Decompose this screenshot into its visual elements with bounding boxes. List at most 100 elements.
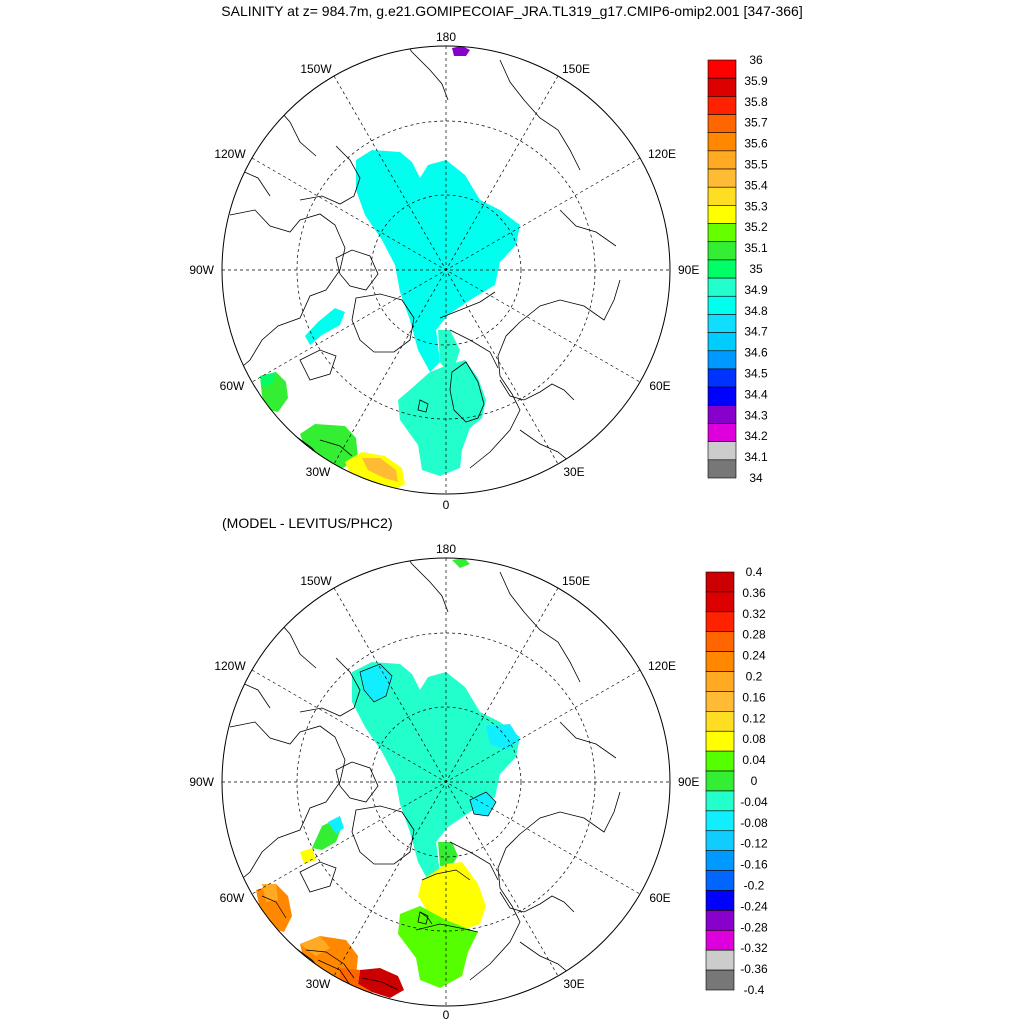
top-colorbar-swatch [707, 77, 737, 97]
top-colorbar-swatch [707, 259, 737, 279]
bottom-label-60w: 60W [220, 891, 245, 905]
top-colorbar-swatch [707, 186, 737, 206]
bottom-label-90e: 90E [678, 775, 699, 789]
top-label-30w: 30W [306, 465, 331, 479]
bottom-atlantic-red [358, 968, 404, 998]
bottom-colorbar-swatch [705, 949, 735, 971]
top-colorbar-swatch [707, 277, 737, 297]
bottom-bering-green [452, 558, 470, 568]
bottom-colorbar-tick-label: -0.12 [740, 837, 768, 851]
bottom-colorbar-swatch [705, 929, 735, 951]
top-graticule [222, 46, 670, 494]
top-colorbar-tick-label: 34 [749, 471, 763, 485]
top-colorbar-swatch [707, 96, 737, 115]
bottom-colorbar-tick-label: 0.32 [742, 607, 766, 621]
top-colorbar-tick-label: 34.4 [744, 387, 768, 401]
bottom-colorbar-tick-label: -0.28 [740, 920, 768, 934]
bottom-label-30w: 30W [306, 977, 331, 991]
bottom-label-60e: 60E [649, 891, 670, 905]
bottom-colorbar-tick-label: -0.2 [744, 879, 765, 893]
bottom-label-30e: 30E [563, 977, 584, 991]
top-colorbar-tick-label: 35 [749, 262, 763, 276]
bottom-colorbar-tick-label: -0.04 [740, 795, 768, 809]
bottom-label-90w: 90W [189, 775, 214, 789]
top-colorbar: 36 35.9 35.8 35.7 35.6 35.5 35.4 35.3 35.2 35.1 35… [707, 53, 768, 485]
top-colorbar-tick-label: 35.3 [744, 199, 768, 213]
bottom-colorbar-swatch [705, 671, 735, 692]
top-colorbar-swatch [707, 132, 737, 152]
top-colorbar-tick-label: 34.6 [744, 346, 768, 360]
bottom-colorbar: 0.4 0.36 0.32 0.28 0.24 0.2 0.16 0.12 0.08 0.04 0 -… [705, 565, 768, 997]
bottom-colorbar-swatch [705, 691, 735, 712]
bottom-arctic-cyan-patch-2 [469, 791, 497, 817]
bottom-colorbar-swatch [705, 631, 735, 652]
bottom-colorbar-tick-label: 0.28 [742, 628, 766, 642]
bottom-colorbar-tick-label: -0.32 [740, 941, 768, 955]
top-colorbar-swatch [707, 441, 737, 461]
bottom-coastlines [229, 558, 621, 1006]
top-polar-map: 180 0 90W 90E 150W 120W 150E 120E 60W 30… [189, 30, 699, 512]
top-colorbar-tick-label: 35.8 [744, 95, 768, 109]
bottom-colorbar-swatch [705, 910, 735, 931]
bottom-graticule [222, 558, 670, 1006]
bottom-colorbar-tick-label: -0.4 [744, 983, 765, 997]
top-north-atlantic-green [300, 424, 358, 470]
top-label-90e: 90E [678, 263, 699, 277]
bottom-label-120w: 120W [214, 659, 246, 673]
bottom-colorbar-tick-label: -0.16 [740, 858, 768, 872]
top-label-90w: 90W [189, 263, 214, 277]
top-colorbar-swatch [707, 423, 737, 442]
top-colorbar-swatch [707, 114, 737, 133]
top-arctic-basin-field [356, 150, 520, 372]
bottom-colorbar-swatch [705, 890, 735, 911]
top-label-30e: 30E [563, 465, 584, 479]
bottom-colorbar-tick-label: 0.08 [742, 732, 766, 746]
bottom-label-150w: 150W [300, 574, 332, 588]
top-colorbar-swatch [707, 314, 737, 333]
bottom-label-0: 0 [443, 1008, 450, 1022]
top-colorbar-tick-label: 34.3 [744, 408, 768, 422]
bottom-atlantic-light-orange [300, 936, 330, 956]
bottom-colorbar-swatch [705, 730, 735, 752]
top-colorbar-tick-label: 35.6 [744, 137, 768, 151]
top-colorbar-tick-label: 35.1 [744, 241, 768, 255]
top-label-60w: 60W [220, 379, 245, 393]
bottom-baffin-yellow [300, 848, 316, 864]
top-colorbar-tick-label: 35.9 [744, 74, 768, 88]
bottom-colorbar-swatch [705, 750, 735, 772]
bottom-arctic-basin-field [352, 662, 520, 884]
bottom-colorbar-tick-label: 0.36 [742, 586, 766, 600]
top-north-atlantic-orange [362, 458, 398, 482]
bottom-colorbar-tick-label: 0.16 [742, 690, 766, 704]
top-colorbar-tick-label: 35.5 [744, 158, 768, 172]
bottom-nordic-green [398, 906, 478, 988]
top-colorbar-swatch [707, 223, 737, 243]
bottom-colorbar-tick-label: 0.2 [746, 670, 763, 684]
bottom-colorbar-swatch [705, 711, 735, 732]
top-colorbar-tick-label: 34.5 [744, 367, 768, 381]
top-label-60e: 60E [649, 379, 670, 393]
bottom-colorbar-swatch [705, 651, 735, 672]
bottom-colorbar-tick-label: 0.4 [746, 565, 763, 579]
bottom-colorbar-swatch [705, 790, 735, 812]
top-colorbar-tick-label: 34.2 [744, 429, 768, 443]
bottom-contour-lines [261, 869, 479, 991]
difference-subtitle: (MODEL - LEVITUS/PHC2) [222, 515, 393, 531]
top-longitude-labels: 180 0 90W 90E 150W 120W 150E 120E 60W 30… [189, 30, 699, 512]
bottom-colorbar-swatch [705, 850, 735, 871]
top-contour-line-1 [439, 291, 496, 319]
bottom-colorbar-swatch [705, 830, 735, 851]
top-colorbar-tick-label: 35.7 [744, 116, 768, 130]
bottom-colorbar-tick-label: 0.04 [742, 753, 766, 767]
bottom-arctic-cyan-patch [359, 663, 393, 703]
top-colorbar-tick-label: 35.4 [744, 178, 768, 192]
top-colorbar-swatch [707, 205, 737, 224]
bottom-colorbar-tick-label: 0.12 [742, 711, 766, 725]
bottom-fram-green [438, 842, 458, 868]
top-map-fields [229, 46, 621, 494]
top-colorbar-tick-label: 34.9 [744, 283, 768, 297]
bottom-colorbar-swatch [705, 969, 735, 991]
top-colorbar-tick-label: 35.2 [744, 220, 768, 234]
top-map-border [221, 45, 671, 495]
